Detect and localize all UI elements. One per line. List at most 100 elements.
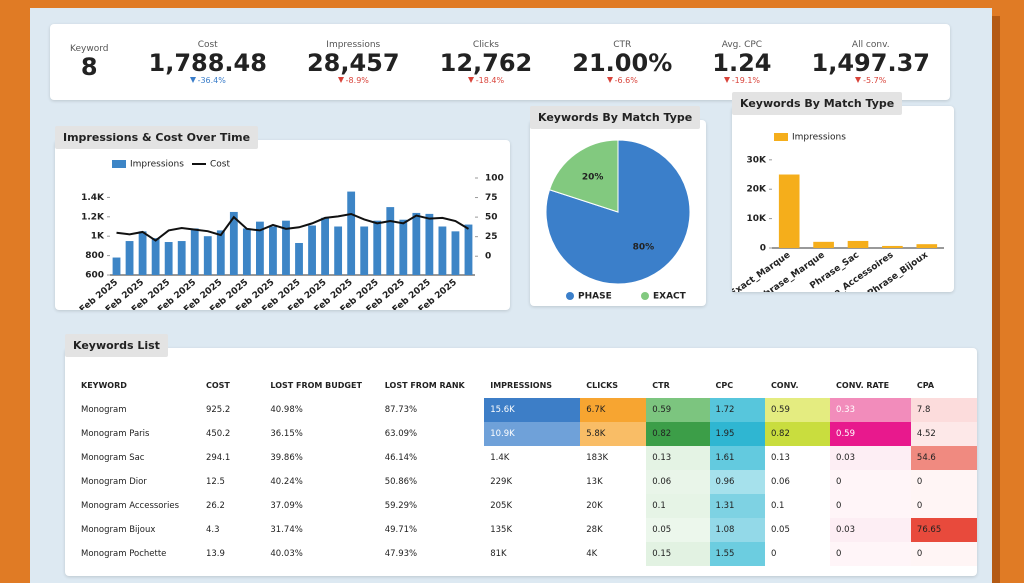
table-cell: 0 bbox=[910, 494, 977, 518]
header-row: KEYWORD COST LOST FROM BUDGET LOST FROM RAN… bbox=[75, 372, 977, 398]
table-cell: 0.59 bbox=[830, 422, 911, 446]
table-cell: 0 bbox=[770, 549, 777, 559]
table-cell: 0 bbox=[830, 542, 911, 566]
table-body: Monogram 925.2 40.98% 87.73% 15.6K 6.7K 0.59 1.… bbox=[75, 398, 977, 566]
table-cell: 28K bbox=[586, 525, 603, 535]
table-cell: 0.05 bbox=[770, 525, 790, 535]
kpi-change-wrap: -5.7% bbox=[812, 76, 930, 85]
kpi: Clicks 12,762 -18.4% bbox=[440, 40, 533, 85]
bar bbox=[295, 242, 303, 275]
table-cell: 183K bbox=[586, 453, 609, 463]
table-cell: 0.03 bbox=[830, 446, 911, 470]
bar bbox=[112, 257, 121, 275]
legend-label: Impressions bbox=[130, 160, 184, 170]
kpi: Avg. CPC 1.24 -19.1% bbox=[712, 40, 771, 85]
kpi: Keyword 8 bbox=[70, 44, 108, 80]
kpi-change: -8.9% bbox=[345, 75, 369, 85]
column-header: CPC bbox=[715, 380, 734, 390]
bar bbox=[177, 241, 186, 275]
kpi: CTR 21.00% -6.6% bbox=[572, 40, 672, 85]
bar bbox=[347, 191, 356, 275]
table-cell: 40.98% bbox=[270, 405, 303, 415]
table-cell: 36.15% bbox=[270, 429, 303, 439]
arrow-icon bbox=[189, 76, 196, 83]
table-cell: Monogram Paris bbox=[81, 429, 150, 439]
bar bbox=[813, 241, 834, 248]
slice-label: 80% bbox=[633, 242, 655, 252]
arrow-icon bbox=[467, 76, 474, 83]
line-series bbox=[116, 212, 469, 242]
table-cell: 0.59 bbox=[646, 398, 710, 422]
y-tick-label: 0 bbox=[760, 244, 766, 254]
kpi-value: 1,497.37 bbox=[811, 48, 930, 77]
arrow-icon bbox=[723, 76, 730, 83]
keywords-table: KEYWORD COST LOST FROM BUDGET LOST FROM RAN… bbox=[75, 372, 977, 566]
kpi-value: 21.00% bbox=[572, 48, 673, 77]
arrow-icon bbox=[337, 76, 344, 83]
table-row: Monogram Pochette 13.9 40.03% 47.93% 81K 4K 0.… bbox=[75, 542, 977, 566]
y-tick-label: 1.4K bbox=[81, 193, 105, 203]
kpi-label: Impressions bbox=[326, 39, 381, 50]
column-header: KEYWORD bbox=[81, 380, 127, 390]
kpi: All conv. 1,497.37 -5.7% bbox=[812, 40, 930, 85]
table-cell: 0.1 bbox=[646, 494, 710, 518]
column-header: CLICKS bbox=[586, 380, 619, 390]
column-header: LOST FROM BUDGET bbox=[270, 380, 362, 390]
table-cell: 1.72 bbox=[709, 398, 765, 422]
kpi-change: -5.7% bbox=[863, 75, 887, 85]
column-header: CONV. bbox=[770, 380, 799, 390]
legend-swatch bbox=[641, 292, 649, 300]
bar bbox=[425, 213, 434, 275]
y-tick-label: 10K bbox=[747, 214, 768, 224]
y2-tick-label: 50 bbox=[485, 213, 498, 223]
bar bbox=[269, 226, 277, 275]
table-cell: 0.96 bbox=[709, 470, 765, 494]
card-title: Keywords List bbox=[65, 334, 168, 357]
bar bbox=[256, 221, 264, 275]
bar bbox=[386, 207, 395, 275]
table-cell: Monogram Sac bbox=[81, 453, 145, 463]
table-cell: 63.09% bbox=[384, 429, 418, 439]
y-tick-label: 1K bbox=[91, 232, 105, 242]
bar bbox=[203, 236, 212, 275]
table-cell: 0 bbox=[830, 494, 911, 518]
table-cell: 0 bbox=[830, 470, 911, 494]
table-cell: 0 bbox=[910, 542, 977, 566]
kpi-label: Clicks bbox=[472, 39, 499, 50]
bar bbox=[882, 245, 903, 248]
table-cell: 205K bbox=[490, 501, 513, 511]
bar bbox=[125, 241, 134, 275]
table-cell: 7.8 bbox=[910, 398, 977, 422]
table-cell: Monogram Bijoux bbox=[81, 525, 156, 535]
kpi-value: 28,457 bbox=[306, 48, 400, 77]
table-card: Keywords List KEYWORD COST LOST FROM BUDGE… bbox=[65, 334, 977, 576]
table-cell: 294.1 bbox=[205, 453, 231, 463]
legend-swatch bbox=[774, 133, 788, 141]
table-cell: 26.2 bbox=[205, 501, 225, 511]
column-header: COST bbox=[205, 380, 230, 390]
bar bbox=[321, 217, 329, 275]
y-tick-label: 800 bbox=[85, 251, 104, 261]
bar bbox=[778, 174, 800, 248]
table-cell: 0.13 bbox=[770, 453, 790, 463]
kpi: Impressions 28,457 -8.9% bbox=[307, 40, 400, 85]
table-cell: 0.82 bbox=[646, 422, 710, 446]
bar bbox=[216, 230, 225, 275]
table-row: Monogram Accessories 26.2 37.09% 59.29% 205K… bbox=[75, 494, 977, 518]
table-cell: 4.52 bbox=[910, 422, 977, 446]
table-row: Monogram Dior 12.5 40.24% 50.86% 229K 13K 0.06… bbox=[75, 470, 977, 494]
table-row: Monogram Bijoux 4.3 31.74% 49.71% 135K 28K 0.0… bbox=[75, 518, 977, 542]
bar bbox=[151, 238, 160, 275]
table-cell: 1.4K bbox=[490, 453, 510, 463]
bar bbox=[438, 226, 447, 275]
bar bbox=[164, 242, 173, 275]
legend-label: Cost bbox=[210, 160, 230, 170]
bar bbox=[399, 219, 408, 275]
table-cell: 135K bbox=[490, 525, 513, 535]
arrow-icon bbox=[855, 76, 862, 83]
bar bbox=[451, 231, 460, 275]
kpi-change: -19.1% bbox=[731, 75, 761, 85]
table-cell: Monogram bbox=[81, 405, 127, 415]
